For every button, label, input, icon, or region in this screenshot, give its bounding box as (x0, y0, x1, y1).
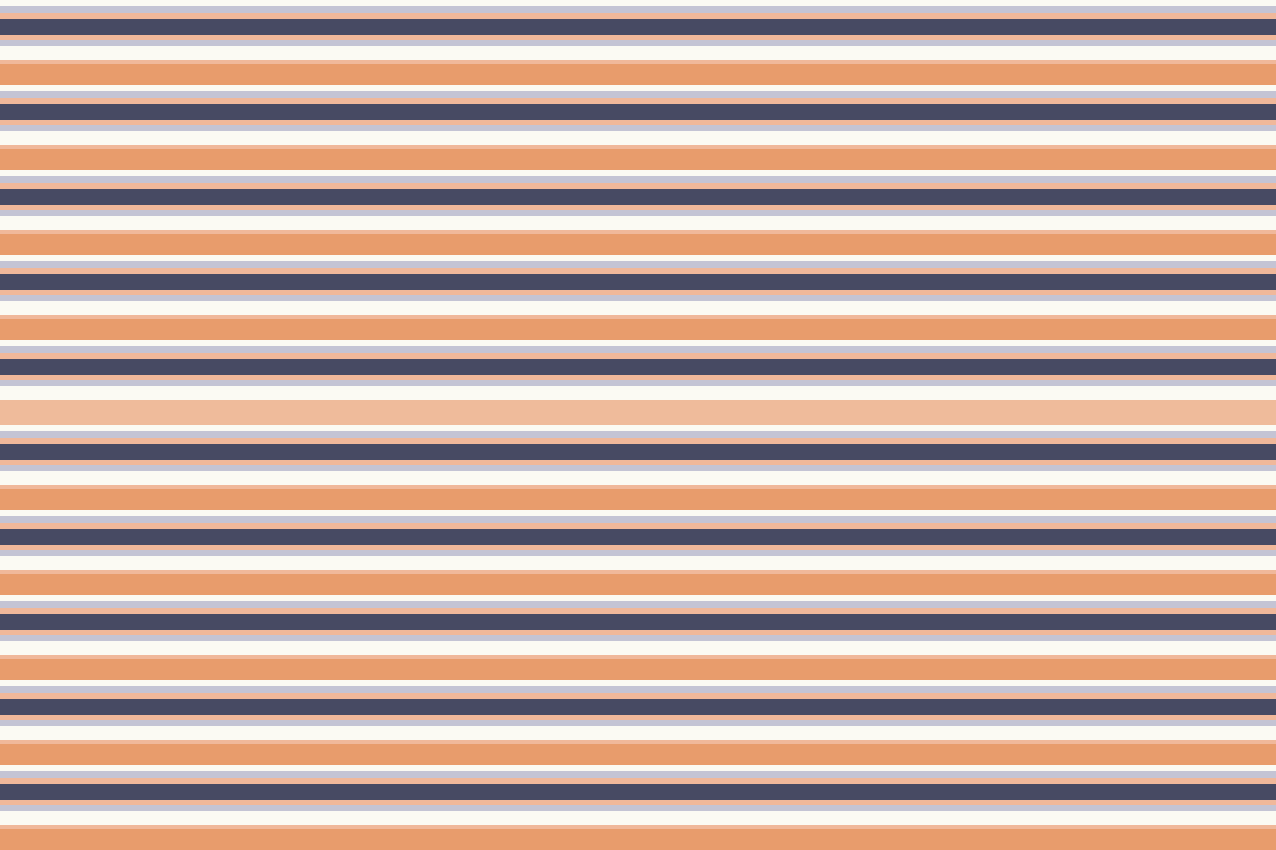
light-stripe (0, 400, 1276, 425)
